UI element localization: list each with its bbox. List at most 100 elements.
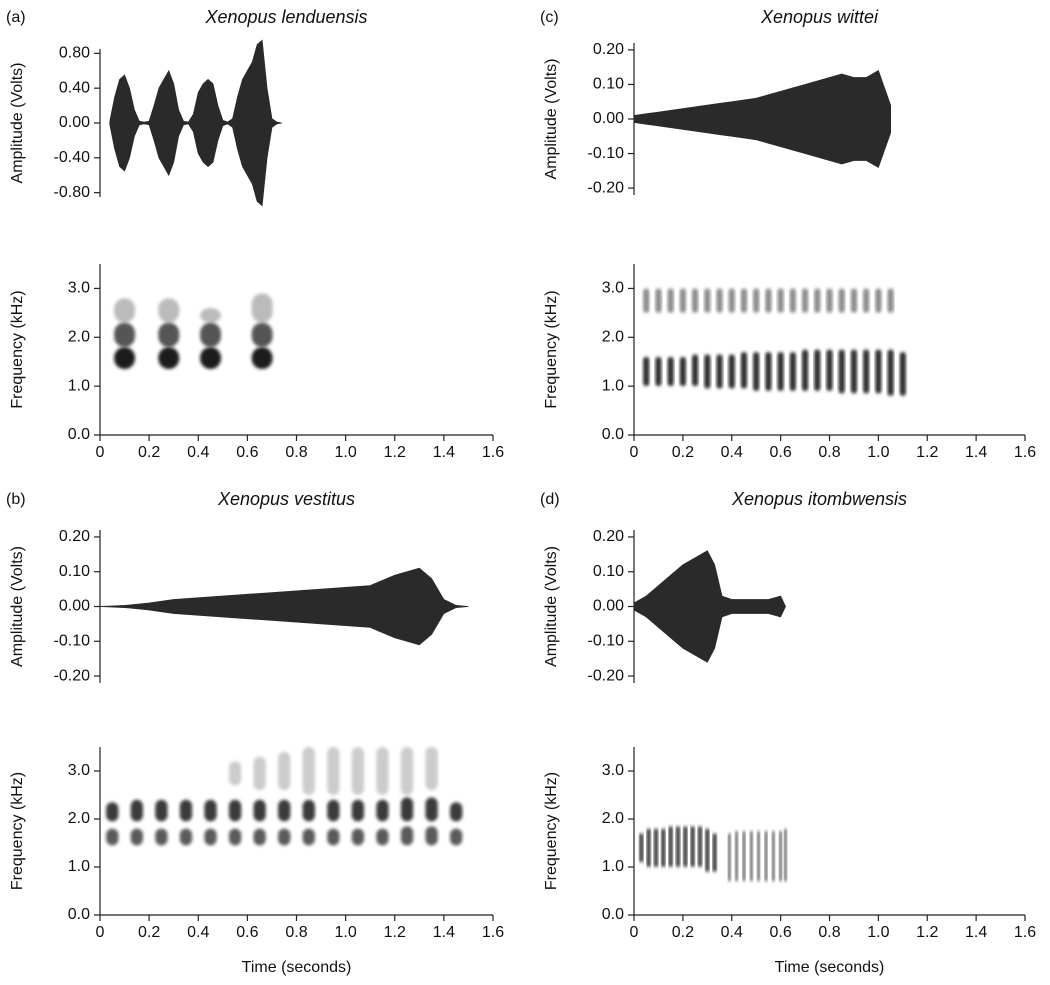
spectral-energy: [278, 799, 291, 822]
spectral-energy: [253, 799, 266, 822]
spectral-energy: [228, 828, 242, 846]
y-tick-label: 0.0: [602, 426, 624, 443]
y-tick-label: -0.80: [54, 184, 91, 201]
y-axis-label: Frequency (kHz): [9, 772, 26, 890]
spectral-energy: [351, 799, 365, 822]
spectral-energy: [425, 826, 438, 846]
spectral-energy: [253, 756, 266, 791]
y-tick-label: 0.20: [593, 528, 624, 545]
spectral-energy: [278, 828, 291, 846]
spectral-energy: [667, 356, 674, 387]
y-tick-label: 0.10: [593, 563, 624, 580]
y-tick-label: 0.00: [59, 114, 90, 131]
spectral-energy: [802, 349, 809, 392]
spectral-energy: [679, 288, 686, 313]
spectral-energy: [450, 828, 463, 846]
x-axis-label: Time (seconds): [242, 959, 352, 976]
spectral-energy: [753, 351, 760, 392]
waveform-envelope: [99, 567, 469, 646]
spectral-energy: [302, 828, 315, 846]
y-tick-label: 1.0: [602, 377, 624, 394]
y-tick-label: -0.20: [54, 667, 91, 684]
panel-label: (b): [6, 491, 26, 508]
spectral-energy: [728, 354, 735, 389]
x-tick-label: 1.2: [384, 924, 406, 941]
x-tick-label: 0.6: [236, 444, 258, 461]
spectral-energy: [204, 799, 217, 822]
x-tick-label: 1.2: [916, 444, 938, 461]
spectral-energy: [875, 288, 882, 313]
spectral-energy: [106, 802, 119, 822]
spectral-energy: [278, 751, 291, 791]
y-tick-label: 1.0: [602, 858, 624, 875]
x-tick-label: 0.2: [138, 924, 160, 941]
spectral-energy: [200, 347, 221, 370]
spectral-energy: [838, 288, 845, 313]
spectral-energy: [376, 828, 389, 846]
y-axis-label: Frequency (kHz): [9, 290, 26, 408]
y-tick-label: 0.10: [593, 76, 624, 93]
y-tick-label: -0.20: [588, 179, 625, 196]
spectral-energy: [735, 831, 738, 882]
x-tick-label: 1.6: [482, 924, 504, 941]
spectral-energy: [704, 354, 711, 389]
spectral-energy: [450, 802, 463, 822]
x-tick-label: 1.0: [335, 924, 357, 941]
spectral-energy: [777, 351, 784, 392]
spectral-energy: [155, 828, 168, 846]
spectral-energy: [228, 761, 242, 786]
spectral-energy: [779, 831, 782, 882]
spectral-energy: [850, 288, 857, 313]
spectral-energy: [114, 322, 136, 348]
x-tick-label: 0.2: [672, 924, 694, 941]
spectral-energy: [728, 833, 731, 882]
x-tick-label: 1.2: [916, 924, 938, 941]
spectral-energy: [899, 351, 906, 396]
spectral-energy: [200, 322, 221, 348]
y-tick-label: 2.0: [68, 810, 90, 827]
y-tick-label: 3.0: [68, 762, 90, 779]
spectral-energy: [692, 354, 699, 387]
spectral-energy: [716, 354, 723, 389]
x-tick-label: 0: [96, 444, 105, 461]
spectral-energy: [704, 288, 711, 313]
spectral-energy: [692, 288, 699, 313]
panel-title: Xenopus vestitus: [217, 489, 355, 509]
spectral-energy: [251, 322, 273, 348]
spectral-energy: [655, 288, 662, 313]
x-tick-label: 0.8: [285, 444, 307, 461]
x-tick-label: 0.4: [187, 924, 209, 941]
spectral-energy: [740, 288, 748, 313]
spectral-energy: [251, 293, 273, 323]
spectral-energy: [179, 799, 193, 822]
x-tick-label: 0.4: [721, 924, 743, 941]
spectral-energy: [750, 831, 753, 882]
spectral-energy: [742, 831, 746, 882]
spectral-energy: [705, 828, 710, 872]
spectral-energy: [253, 828, 266, 846]
x-tick-label: 0.6: [770, 444, 792, 461]
panel-label: (d): [540, 491, 560, 508]
spectral-energy: [826, 288, 833, 313]
waveform-envelope: [633, 550, 786, 663]
y-tick-label: 0.00: [59, 598, 90, 615]
spectral-energy: [158, 347, 180, 370]
spectral-energy: [698, 826, 702, 867]
spectral-energy: [683, 826, 688, 867]
spectral-energy: [789, 351, 796, 392]
x-tick-label: 0: [630, 924, 639, 941]
x-tick-label: 1.4: [965, 924, 987, 941]
spectral-energy: [158, 298, 180, 323]
x-tick-label: 1.0: [867, 444, 889, 461]
y-tick-label: 1.0: [68, 858, 90, 875]
spectral-energy: [302, 799, 315, 822]
y-tick-label: 3.0: [68, 280, 90, 297]
spectral-energy: [826, 349, 833, 392]
spectral-energy: [887, 349, 894, 396]
y-tick-label: 0.40: [59, 79, 90, 96]
panel-label: (a): [6, 9, 26, 26]
panel-label: (c): [540, 9, 559, 26]
spectral-energy: [130, 799, 143, 822]
spectral-energy: [327, 828, 340, 846]
